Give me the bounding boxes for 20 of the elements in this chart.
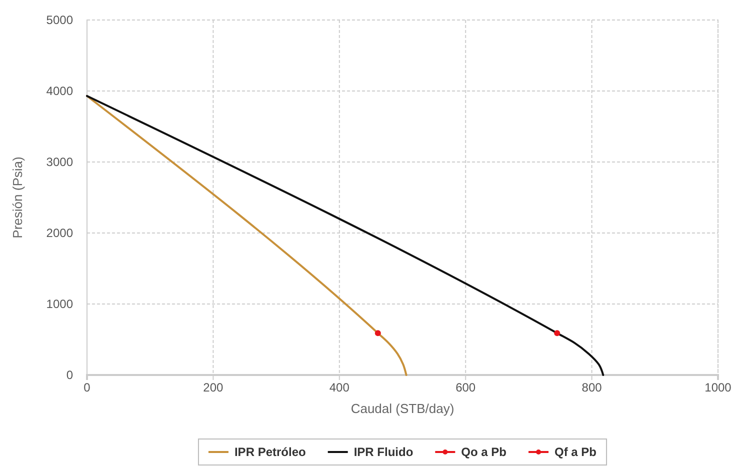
y-tick-label: 5000 bbox=[46, 12, 74, 27]
x-tick-label: 0 bbox=[84, 380, 91, 395]
legend-label: Qo a Pb bbox=[461, 445, 507, 459]
x-tick-label: 200 bbox=[203, 380, 224, 395]
x-tick-label: 400 bbox=[329, 380, 350, 395]
y-tick-label: 3000 bbox=[46, 154, 74, 169]
y-axis-title: Presión (Psia) bbox=[10, 156, 25, 238]
legend-label: IPR Fluido bbox=[354, 445, 414, 459]
y-tick-label: 0 bbox=[66, 368, 74, 382]
y-tick-label: 1000 bbox=[46, 296, 74, 311]
line-series bbox=[86, 94, 604, 376]
x-tick-label: 600 bbox=[456, 380, 476, 395]
x-tick-label: 1000 bbox=[704, 380, 732, 395]
x-axis-title: Caudal (STB/day) bbox=[350, 401, 454, 416]
line-series bbox=[86, 94, 408, 376]
x-tick-label: 800 bbox=[582, 380, 602, 395]
y-tick-label: 4000 bbox=[46, 84, 74, 98]
legend-label: IPR Petróleo bbox=[234, 445, 306, 459]
y-tick-label: 2000 bbox=[46, 226, 74, 240]
legend-label: Qf a Pb bbox=[554, 445, 597, 459]
